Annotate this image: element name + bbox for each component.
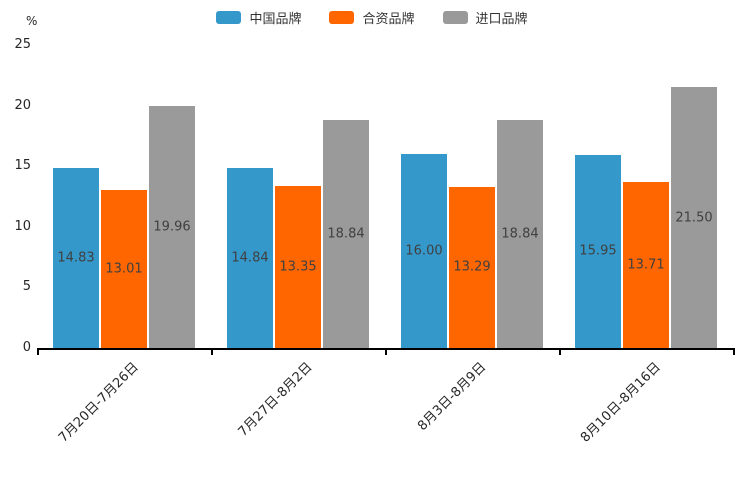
x-axis-tick	[559, 350, 561, 355]
bar-中国品牌-8月3日-8月9日[interactable]	[401, 154, 447, 348]
bar-中国品牌-7月27日-8月2日[interactable]	[227, 168, 273, 348]
bar-value-label: 13.01	[105, 261, 143, 277]
x-axis-category-label: 7月27日-8月2日	[235, 359, 316, 440]
bar-value-label: 14.84	[231, 250, 269, 266]
y-axis-tick-label: 0	[22, 340, 31, 355]
legend-label: 中国品牌	[249, 12, 302, 27]
x-axis-tick	[733, 350, 735, 355]
bar-合资品牌-7月20日-7月26日[interactable]	[101, 190, 147, 348]
y-axis-tick-label: 25	[14, 37, 31, 52]
bar-value-label: 14.83	[57, 250, 95, 266]
chart-legend: 中国品牌 合资品牌 进口品牌	[0, 8, 744, 27]
bar-value-label: 13.35	[279, 259, 317, 275]
bar-中国品牌-8月10日-8月16日[interactable]	[575, 154, 621, 348]
bar-进口品牌-8月10日-8月16日[interactable]	[671, 87, 717, 348]
bar-value-label: 15.95	[579, 243, 617, 259]
legend-item-joint-venture-brand[interactable]: 合资品牌	[329, 8, 415, 27]
legend-swatch-icon	[329, 11, 355, 24]
legend-label: 合资品牌	[362, 12, 415, 27]
legend-label: 进口品牌	[475, 12, 528, 27]
legend-swatch-icon	[216, 11, 242, 24]
bar-value-label: 21.50	[675, 210, 713, 226]
x-axis-tick	[385, 350, 387, 355]
y-axis-tick-label: 15	[14, 158, 31, 174]
x-axis-tick	[37, 350, 39, 355]
x-axis-category-label: 7月20日-7月26日	[55, 359, 142, 446]
bar-进口品牌-7月20日-7月26日[interactable]	[149, 106, 195, 348]
x-axis-line	[37, 348, 735, 350]
bar-进口品牌-7月27日-8月2日[interactable]	[323, 119, 369, 348]
y-axis-tick-label: 10	[14, 218, 31, 234]
legend-swatch-icon	[442, 11, 468, 24]
y-axis-tick-label: 20	[14, 97, 31, 113]
bar-合资品牌-8月3日-8月9日[interactable]	[449, 186, 495, 348]
bar-value-label: 18.84	[327, 226, 365, 242]
bar-value-label: 13.29	[453, 259, 491, 275]
y-axis-unit-label: %	[26, 14, 38, 28]
y-axis-tick-label: 5	[22, 279, 31, 295]
x-axis-category-label: 8月10日-8月16日	[577, 359, 664, 446]
x-axis-tick	[211, 350, 213, 355]
bar-进口品牌-8月3日-8月9日[interactable]	[497, 119, 543, 348]
bar-合资品牌-7月27日-8月2日[interactable]	[275, 186, 321, 348]
bar-value-label: 18.84	[501, 226, 539, 242]
legend-item-china-brand[interactable]: 中国品牌	[216, 8, 301, 27]
bar-中国品牌-7月20日-7月26日[interactable]	[53, 168, 99, 348]
bar-value-label: 16.00	[405, 243, 443, 259]
legend-item-import-brand[interactable]: 进口品牌	[442, 8, 528, 27]
bar-value-label: 13.71	[627, 257, 665, 273]
bar-合资品牌-8月10日-8月16日[interactable]	[623, 181, 669, 348]
bar-value-label: 19.96	[153, 219, 191, 235]
x-axis-category-label: 8月3日-8月9日	[415, 359, 490, 434]
